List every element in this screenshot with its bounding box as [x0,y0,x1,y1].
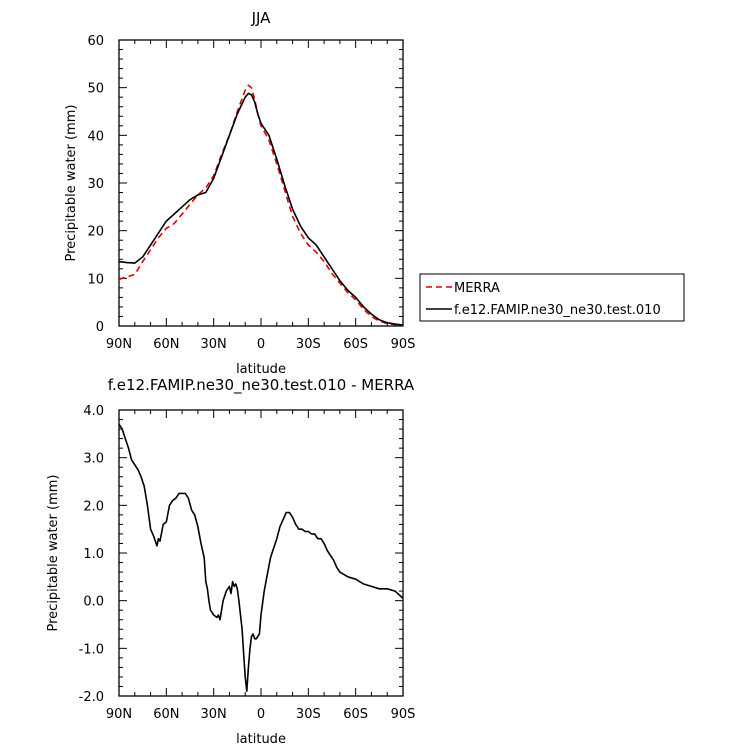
y-tick-label: 4.0 [83,404,104,419]
y-tick-label: 40 [87,129,104,144]
x-tick-label: 60S [343,707,368,722]
bottom-y-axis-label: Precipitable water (mm) [46,475,61,632]
plot-frame [118,409,404,697]
y-tick-label: -2.0 [79,690,104,705]
y-tick-label: 20 [87,225,104,240]
x-tick-label: 30N [201,707,227,722]
top-y-axis-label: Precipitable water (mm) [64,105,79,262]
difference-series-line [118,423,404,693]
legend-merra-label: MERRA [454,281,500,296]
difference-panel: f.e12.FAMIP.ne30_ne30.test.010 - MERRA 9… [46,376,415,747]
x-tick-label: 0 [257,707,265,722]
bottom-plot-area: 90N 60N 30N 0 30S 60S 90S -2.0 -1.0 0.0 1.0 2.0 3.0 4… [79,404,416,722]
y-tick-label: 0.0 [83,595,104,610]
top-plot-area: 90N 60N 30N 0 30S 60S 90S 0 10 20 30 40 50 60 [87,34,415,352]
bottom-chart-title: f.e12.FAMIP.ne30_ne30.test.010 - MERRA [108,376,415,395]
top-chart-title: JJA [251,9,272,27]
x-tick-label: 90S [391,337,416,352]
y-tick-label: 3.0 [83,452,104,467]
x-tick-label: 30S [296,337,321,352]
x-tick-label: 0 [257,337,265,352]
x-tick-label: 30S [296,707,321,722]
y-tick-label: 1.0 [83,547,104,562]
x-tick-label: 90N [106,337,132,352]
y-tick-label: 0 [96,320,104,335]
legend-model-label: f.e12.FAMIP.ne30_ne30.test.010 [454,303,661,318]
y-tick-label: 2.0 [83,499,104,514]
x-tick-label: 90S [391,707,416,722]
y-tick-label: -1.0 [79,642,104,657]
y-tick-label: 30 [87,177,104,192]
plot-frame [118,39,404,327]
jja-panel: JJA 90N 60N 30N 0 30S 60S 90S 0 10 20 30 40 50 60 lat… [64,9,685,377]
legend: MERRA f.e12.FAMIP.ne30_ne30.test.010 [419,273,685,322]
x-tick-label: 60N [153,337,179,352]
y-tick-label: 60 [87,34,104,49]
bottom-x-axis-label: latitude [236,732,286,747]
x-tick-label: 30N [201,337,227,352]
y-tick-label: 10 [87,272,104,287]
x-tick-label: 60S [343,337,368,352]
legend-box [419,273,685,322]
y-tick-label: 50 [87,82,104,97]
x-tick-label: 60N [153,707,179,722]
x-tick-label: 90N [106,707,132,722]
top-x-axis-label: latitude [236,362,286,377]
model-series-line [118,92,404,326]
